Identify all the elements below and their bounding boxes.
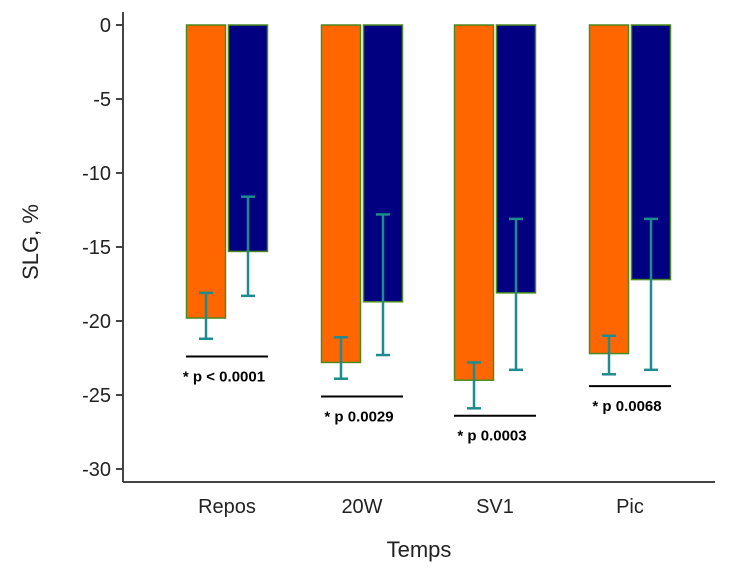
error-bars <box>199 195 658 410</box>
y-axis-title: SLG, % <box>18 204 43 280</box>
y-tick-label: -15 <box>82 237 111 259</box>
y-tick-label: -25 <box>82 385 111 407</box>
x-axis-title: Temps <box>387 537 452 562</box>
y-axis-ticks: 0 -5 -10 -15 -20 -25 -30 <box>82 15 123 481</box>
error-bar <box>241 195 255 298</box>
error-bar <box>334 336 348 380</box>
bar-20w-series-1 <box>320 24 362 364</box>
y-tick-label: -5 <box>93 89 111 111</box>
x-tick-label: 20W <box>341 496 382 518</box>
bar-repos-series-1 <box>185 24 227 319</box>
x-tick-label: Pic <box>616 496 644 518</box>
y-tick-label: -10 <box>82 163 111 185</box>
y-tick-label: 0 <box>100 15 111 37</box>
bars <box>185 24 672 381</box>
p-value-label: * p 0.0068 <box>592 398 661 415</box>
y-tick-label: -20 <box>82 311 111 333</box>
p-value-label: * p 0.0029 <box>324 408 393 425</box>
bar-sv1-series-1 <box>453 24 495 381</box>
bar-pic-series-1 <box>588 24 630 355</box>
x-tick-label: Repos <box>198 496 256 518</box>
significance-annotations: * p < 0.0001 * p 0.0029 * p 0.0003 * p 0.00… <box>183 355 671 445</box>
y-tick-label: -30 <box>82 459 111 481</box>
error-bar <box>644 217 658 372</box>
x-tick-label: SV1 <box>476 496 514 518</box>
error-bar <box>602 334 616 376</box>
error-bar <box>376 213 390 357</box>
p-value-label: * p 0.0003 <box>457 428 526 445</box>
error-bar <box>467 361 481 410</box>
error-bar <box>199 291 213 341</box>
error-bar <box>509 217 523 372</box>
x-axis-ticks: Repos 20W SV1 Pic <box>198 496 644 518</box>
p-value-label: * p < 0.0001 <box>183 369 265 386</box>
